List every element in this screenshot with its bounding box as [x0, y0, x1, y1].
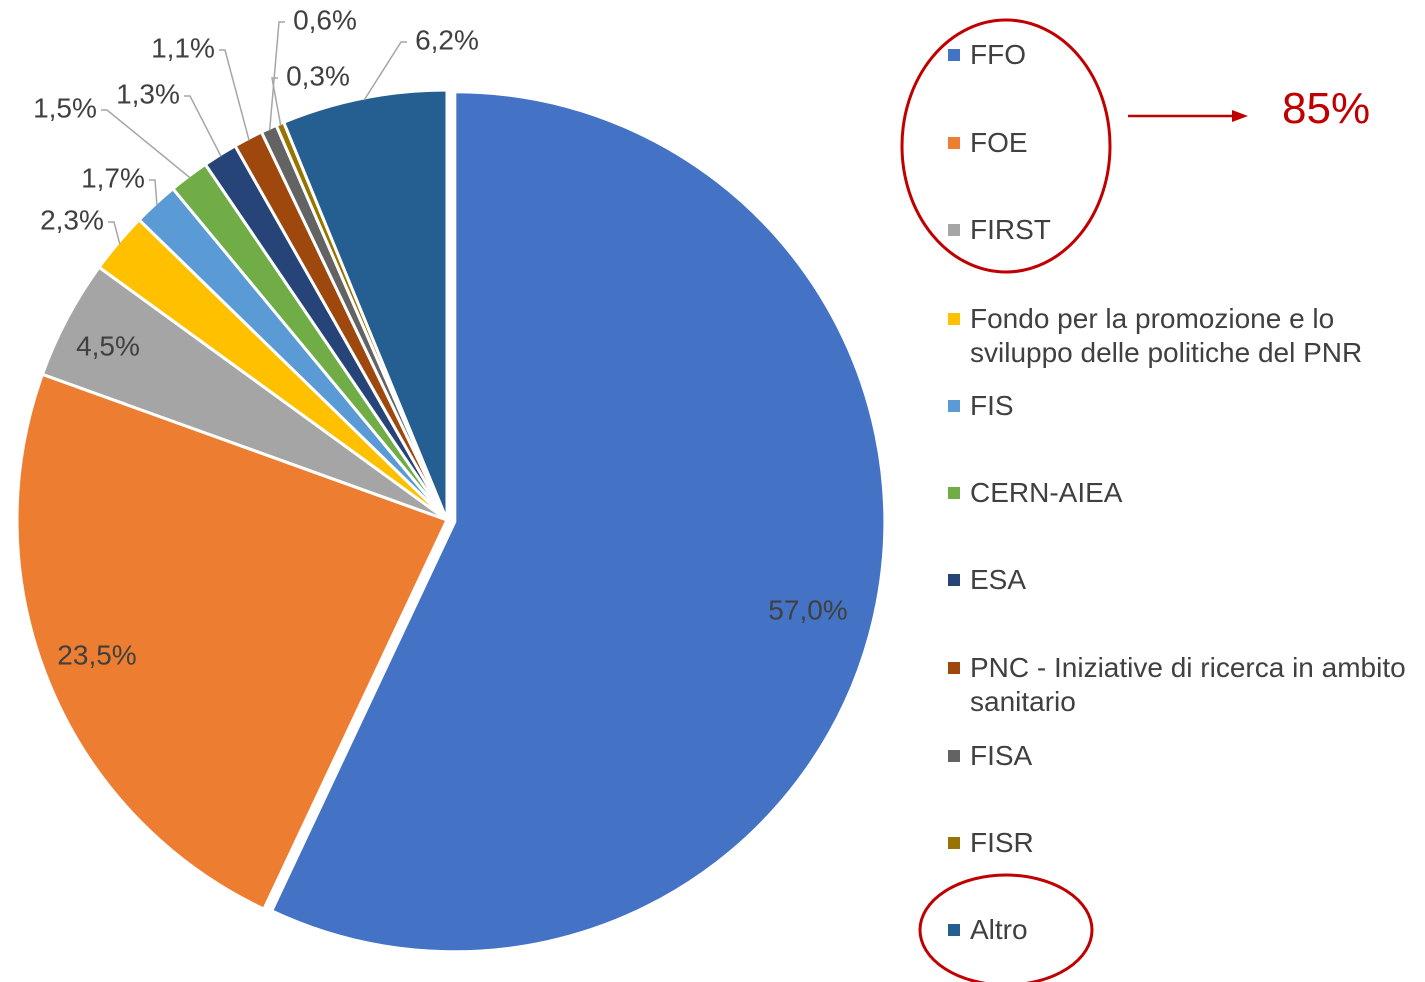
- leader-line: [271, 77, 282, 126]
- legend-swatch: [948, 224, 960, 236]
- legend-item: CERN-AIEA: [948, 476, 1418, 510]
- leader-line: [268, 21, 285, 131]
- data-label: 0,3%: [286, 60, 350, 91]
- legend-label: FFO: [970, 39, 1026, 70]
- legend-label: FIS: [970, 390, 1014, 421]
- data-label: 1,5%: [33, 92, 97, 123]
- data-label: 1,3%: [116, 78, 180, 109]
- legend-item: Altro: [948, 913, 1418, 947]
- leader-line: [101, 109, 191, 179]
- data-label: 0,6%: [293, 4, 357, 35]
- legend-item: FFO: [948, 38, 1418, 72]
- legend-item: ESA: [948, 563, 1418, 597]
- legend-label: FOE: [970, 127, 1028, 158]
- data-label: 57,0%: [768, 594, 847, 625]
- legend-item: FISA: [948, 739, 1418, 773]
- pie-slice: [15, 372, 450, 912]
- legend-label: FISR: [970, 827, 1034, 858]
- data-label: 6,2%: [415, 24, 479, 55]
- legend-item: PNC - Iniziative di ricerca in ambito sa…: [948, 651, 1418, 719]
- legend-swatch: [948, 487, 960, 499]
- pie-slice: [281, 88, 449, 521]
- legend-label: PNC - Iniziative di ricerca in ambito sa…: [970, 652, 1406, 717]
- leader-line: [184, 95, 222, 157]
- data-label: 1,7%: [81, 162, 145, 193]
- legend-label: FISA: [970, 740, 1033, 771]
- pie: 57,0% 23,5% 4,5% 2,3% 1,7% 1,5% 1,3% 1,1% 0,6% 0,…: [15, 4, 887, 954]
- legend-label: ESA: [970, 564, 1027, 595]
- pie-slice: [269, 90, 887, 954]
- legend-label: FIRST: [970, 214, 1051, 245]
- leader-line: [219, 49, 250, 141]
- data-label: 1,1%: [151, 32, 215, 63]
- legend-swatch: [948, 924, 960, 936]
- data-label: 23,5%: [57, 639, 136, 670]
- legend-label: Fondo per la promozione e lo sviluppo de…: [970, 303, 1363, 368]
- highlight-ellipse: [900, 18, 1112, 274]
- data-label: 4,5%: [76, 330, 140, 361]
- legend-swatch: [948, 137, 960, 149]
- arrow-head: [1232, 110, 1248, 122]
- legend-swatch: [948, 313, 960, 325]
- leader-line: [149, 179, 158, 206]
- highlight-ellipse: [918, 873, 1094, 982]
- legend-label: Altro: [970, 914, 1028, 945]
- legend-swatch: [948, 837, 960, 849]
- legend-swatch: [948, 574, 960, 586]
- legend-item: Fondo per la promozione e lo sviluppo de…: [948, 302, 1418, 370]
- legend-swatch: [948, 49, 960, 61]
- legend-item: FIS: [948, 389, 1418, 423]
- data-label: 2,3%: [40, 204, 104, 235]
- annotation: 85%: [1282, 84, 1371, 133]
- legend-label: CERN-AIEA: [970, 477, 1123, 508]
- legend-swatch: [948, 662, 960, 674]
- legend-swatch: [948, 750, 960, 762]
- leader-line: [363, 41, 407, 101]
- legend-item: FIRST: [948, 213, 1418, 247]
- leader-line: [108, 221, 121, 245]
- legend-swatch: [948, 400, 960, 412]
- legend-item: FOE: [948, 126, 1418, 160]
- legend-item: FISR: [948, 826, 1418, 860]
